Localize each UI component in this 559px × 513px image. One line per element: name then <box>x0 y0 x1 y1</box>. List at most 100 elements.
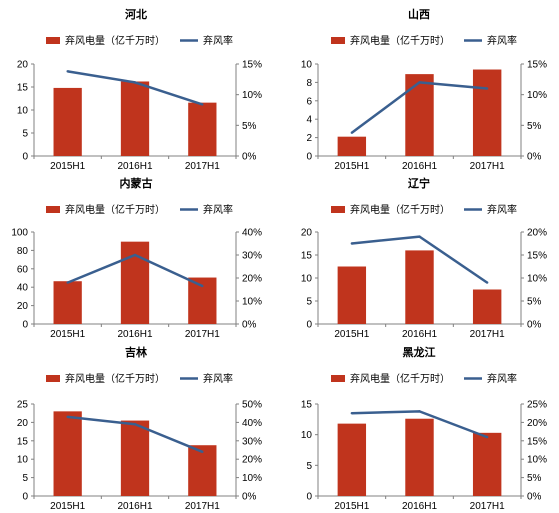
y-left-tick-label: 10 <box>17 455 29 466</box>
bar <box>472 432 502 496</box>
y-left-tick-label: 0 <box>306 320 312 331</box>
y-left-tick-label: 0 <box>22 152 28 163</box>
rate-point <box>418 235 421 238</box>
y-right-tick-label: 20% <box>527 228 547 239</box>
rate-point <box>350 242 354 245</box>
y-left-tick-label: 10 <box>301 430 313 441</box>
y-right-tick-label: 40% <box>242 228 262 239</box>
legend-bar-label: 弃风电量（亿千万时） <box>65 372 165 385</box>
legend-bar-swatch <box>331 206 345 213</box>
x-tick-label: 2016H1 <box>117 501 152 512</box>
y-right-tick-label: 20% <box>242 274 262 285</box>
legend-bar-label: 弃风电量（亿千万时） <box>65 203 165 216</box>
legend-line-label: 弃风率 <box>487 372 517 385</box>
bar <box>337 423 367 496</box>
y-right-tick-label: 5% <box>527 297 542 308</box>
rate-point <box>350 412 354 415</box>
y-left-tick-label: 20 <box>17 418 29 429</box>
legend-line-label: 弃风率 <box>487 34 517 47</box>
x-tick-label: 2015H1 <box>50 329 85 340</box>
chart-title: 河北 <box>125 7 147 21</box>
y-left-tick-label: 2 <box>306 133 312 144</box>
y-left-tick-label: 5 <box>306 461 312 472</box>
y-right-tick-label: 10% <box>242 473 262 484</box>
rate-point <box>485 281 489 284</box>
rate-point <box>66 415 69 419</box>
y-right-tick-label: 30% <box>242 436 262 447</box>
rate-point <box>133 423 137 426</box>
y-right-tick-label: 10% <box>527 90 547 101</box>
y-right-tick-label: 0% <box>242 492 257 503</box>
legend-bar-label: 弃风电量（亿千万时） <box>65 34 165 47</box>
y-right-tick-label: 10% <box>242 90 262 101</box>
y-right-tick-label: 10% <box>527 455 547 466</box>
legend-bar-label: 弃风电量（亿千万时） <box>350 372 450 385</box>
x-tick-label: 2016H1 <box>402 501 437 512</box>
y-left-tick-label: 100 <box>11 228 28 239</box>
legend-bar-swatch <box>331 375 345 382</box>
y-right-tick-label: 50% <box>242 400 262 411</box>
legend-bar-swatch <box>331 37 345 44</box>
x-tick-label: 2017H1 <box>185 501 220 512</box>
legend-bar-label: 弃风电量（亿千万时） <box>350 203 450 216</box>
y-right-tick-label: 10% <box>242 297 262 308</box>
y-right-tick-label: 0% <box>527 320 542 331</box>
legend-bar-swatch <box>46 37 60 44</box>
rate-point <box>66 70 69 73</box>
bar <box>188 102 217 156</box>
y-left-tick-label: 4 <box>306 115 312 126</box>
x-tick-label: 2016H1 <box>402 161 437 172</box>
y-right-tick-label: 0% <box>527 152 542 163</box>
y-left-tick-label: 25 <box>17 400 29 411</box>
y-left-tick-label: 20 <box>17 60 29 71</box>
x-tick-label: 2017H1 <box>470 161 505 172</box>
chart-title: 山西 <box>408 7 430 21</box>
y-left-tick-label: 0 <box>306 492 312 503</box>
y-right-tick-label: 15% <box>527 436 547 447</box>
rate-point <box>133 253 137 257</box>
x-tick-label: 2015H1 <box>334 161 369 172</box>
x-tick-label: 2015H1 <box>334 501 369 512</box>
y-left-tick-label: 0 <box>22 492 28 503</box>
bar <box>337 266 367 324</box>
rate-point <box>201 103 204 106</box>
y-left-tick-label: 6 <box>306 96 312 107</box>
rate-point <box>133 81 137 84</box>
bar <box>120 81 150 156</box>
y-left-tick-label: 5 <box>22 473 28 484</box>
bar <box>472 289 502 324</box>
x-tick-label: 2016H1 <box>117 161 152 172</box>
y-right-tick-label: 20% <box>242 455 262 466</box>
rate-point <box>201 450 204 454</box>
legend-bar-label: 弃风电量（亿千万时） <box>350 34 450 47</box>
y-right-tick-label: 15% <box>242 60 262 71</box>
legend-line-label: 弃风率 <box>203 372 233 385</box>
bar <box>188 277 217 324</box>
bar <box>53 87 82 156</box>
y-left-tick-label: 60 <box>17 264 29 275</box>
x-tick-label: 2017H1 <box>185 161 220 172</box>
y-right-tick-label: 25% <box>527 400 547 411</box>
rate-point <box>66 281 69 284</box>
y-left-tick-label: 5 <box>22 129 28 140</box>
chart-title: 内蒙古 <box>120 176 153 190</box>
bar <box>120 420 150 496</box>
chart-title: 吉林 <box>125 345 147 359</box>
y-left-tick-label: 15 <box>301 400 313 411</box>
rate-point <box>418 81 421 84</box>
bar <box>405 74 434 156</box>
x-tick-label: 2015H1 <box>334 329 369 340</box>
chart-title: 黑龙江 <box>403 345 436 359</box>
y-left-tick-label: 15 <box>17 83 29 94</box>
y-left-tick-label: 15 <box>301 251 313 262</box>
y-right-tick-label: 40% <box>242 418 262 429</box>
x-tick-label: 2017H1 <box>470 329 505 340</box>
y-right-tick-label: 20% <box>527 418 547 429</box>
legend-line-label: 弃风率 <box>487 203 517 216</box>
legend-bar-swatch <box>46 206 60 213</box>
